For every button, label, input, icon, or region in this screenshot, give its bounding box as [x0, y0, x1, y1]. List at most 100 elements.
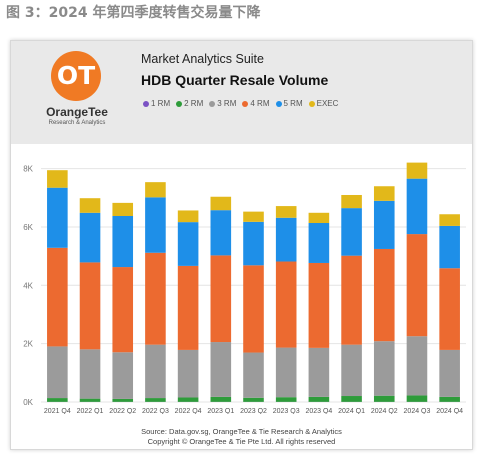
- bar-segment: [47, 247, 68, 347]
- bar-segment: [47, 398, 68, 402]
- legend-swatch: [242, 100, 249, 107]
- bar-segment: [275, 347, 297, 398]
- bar-segment: [341, 194, 362, 209]
- bar-segment: [145, 344, 166, 399]
- logo-name: OrangeTee: [46, 105, 108, 119]
- legend-item: 3 RM: [209, 99, 236, 108]
- x-tick-label: 2023 Q4: [305, 408, 332, 414]
- bar-segment: [210, 255, 232, 343]
- chart-legend: 1 RM 2 RM 3 RM 4 RM 5 RM EXEC: [143, 99, 338, 108]
- bar-segment: [275, 206, 297, 218]
- legend-swatch: [143, 100, 149, 107]
- bar-segment: [439, 225, 460, 269]
- bar-segment: [79, 398, 101, 402]
- bar-segment: [406, 336, 428, 396]
- bar-segment: [439, 349, 460, 397]
- bar-segment: [308, 262, 330, 348]
- bar-segment: [341, 255, 362, 345]
- x-tick-label: 2024 Q3: [404, 408, 431, 414]
- bar-segment: [439, 214, 460, 226]
- bar-segment: [243, 211, 264, 222]
- x-tick-label: 2023 Q1: [207, 408, 234, 414]
- bar-segment: [243, 221, 264, 266]
- bar-segment: [373, 395, 395, 402]
- bar-segment: [47, 187, 68, 248]
- stacked-bar-plot: 0K 2K 4K 6K 8K 2021 Q4 2022 Q1 2022 Q2 2022 Q3 20…: [23, 162, 466, 414]
- x-tick-label: 2024 Q2: [371, 408, 398, 414]
- legend-label: 2 RM: [184, 99, 204, 108]
- chart-footer: Source: Data.gov.sg, OrangeTee & Tie Res…: [11, 427, 472, 447]
- chart-title: HDB Quarter Resale Volume: [141, 72, 329, 88]
- legend-label: 3 RM: [217, 99, 237, 108]
- bar-segment: [275, 217, 297, 262]
- bar-segment: [177, 397, 199, 402]
- bar-segment: [112, 216, 134, 268]
- bar-segment: [210, 342, 232, 397]
- legend-item: 2 RM: [176, 99, 203, 108]
- figure-title: 图 3：2024 年第四季度转售交易量下降: [6, 5, 261, 21]
- orangetee-logo: OT: [51, 51, 101, 101]
- legend-item: 5 RM: [275, 99, 303, 108]
- bar-segment: [406, 162, 428, 179]
- bar-segment: [406, 178, 428, 235]
- bar-segment: [308, 223, 330, 263]
- bar-segment: [112, 352, 134, 399]
- chart-card: OT OrangeTee Research & Analytics Market…: [10, 40, 473, 450]
- bar-segment: [373, 341, 395, 396]
- bar-segment: [341, 344, 362, 397]
- bar-segment: [177, 265, 199, 350]
- x-tick-label: 2022 Q3: [142, 408, 169, 414]
- bar-segment: [210, 196, 232, 211]
- bar-segment: [308, 396, 330, 402]
- x-tick-label: 2024 Q4: [436, 408, 463, 414]
- legend-item: 1 RM: [143, 99, 170, 108]
- bar-segment: [79, 262, 101, 350]
- bar-segment: [341, 396, 362, 402]
- x-tick-label: 2022 Q1: [77, 408, 104, 414]
- bar-segment: [47, 346, 68, 399]
- y-tick-label: 0K: [23, 398, 33, 407]
- y-tick-label: 6K: [23, 223, 33, 232]
- legend-label: 5 RM: [283, 99, 303, 108]
- bar-segment: [373, 200, 395, 249]
- bar-segment: [177, 222, 199, 266]
- bar-segment: [373, 186, 395, 201]
- bar-segment: [112, 398, 134, 402]
- bar-segment: [308, 212, 330, 224]
- bar-segment: [243, 352, 264, 398]
- bar-segment: [79, 349, 101, 399]
- legend-item: EXEC: [308, 99, 338, 108]
- bar-segment: [210, 396, 232, 402]
- legend-label: 4 RM: [250, 99, 270, 108]
- bar-segment: [406, 234, 428, 337]
- bar-segment: [145, 398, 166, 402]
- bar-segment: [406, 395, 428, 402]
- bar-segment: [308, 347, 330, 397]
- x-tick-label: 2022 Q4: [175, 408, 202, 414]
- bar-segment: [243, 265, 264, 353]
- legend-swatch: [209, 100, 216, 107]
- bar-segment: [439, 268, 460, 350]
- bar-segment: [275, 397, 297, 402]
- bar-segment: [373, 248, 395, 342]
- logo-mark: OT: [56, 61, 96, 90]
- x-tick-label: 2021 Q4: [44, 408, 71, 414]
- bar-segment: [177, 210, 199, 223]
- bar-segment: [145, 252, 166, 345]
- x-tick-label: 2024 Q1: [338, 408, 365, 414]
- legend-swatch: [308, 100, 315, 107]
- legend-swatch: [275, 100, 282, 107]
- legend-label: 1 RM: [151, 99, 171, 108]
- legend-item: 4 RM: [242, 99, 270, 108]
- y-tick-label: 4K: [23, 281, 33, 290]
- bar-segment: [112, 202, 134, 216]
- bar-segment: [177, 349, 199, 398]
- y-tick-label: 8K: [23, 165, 33, 174]
- bar-segment: [79, 212, 101, 263]
- bar-segment: [243, 397, 264, 402]
- bar-segment: [47, 170, 68, 188]
- bar-segment: [79, 198, 101, 213]
- chart-header: OT OrangeTee Research & Analytics Market…: [11, 41, 472, 144]
- bar-segment: [112, 267, 134, 353]
- source-note: Source: Data.gov.sg, OrangeTee & Tie Res…: [141, 427, 342, 436]
